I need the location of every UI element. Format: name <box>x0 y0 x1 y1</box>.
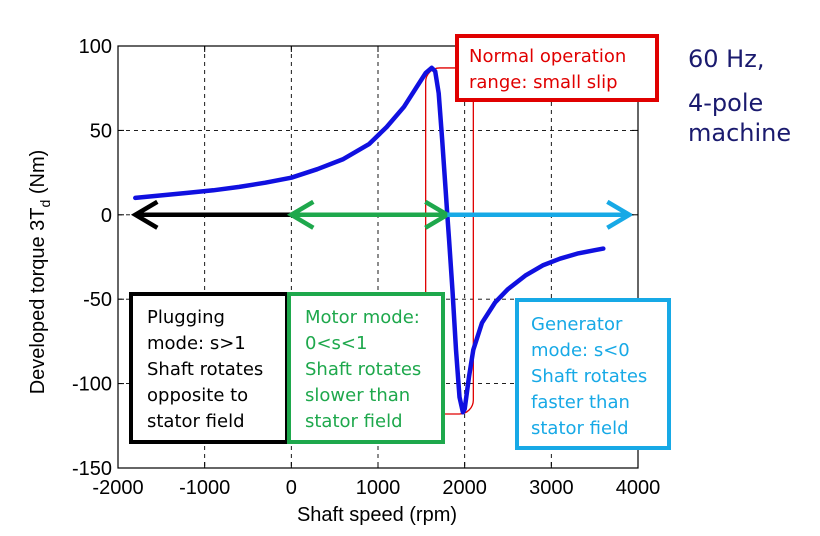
y-axis-title: Developed torque 3Td (Nm) <box>27 150 53 395</box>
motor-box-line-3: Shaft rotates <box>305 359 422 380</box>
x-tick-label: 3000 <box>529 477 574 499</box>
plugging-box-line-1: Plugging <box>147 307 225 328</box>
machine-note-2: 4-pole machine <box>688 88 791 148</box>
machine-note-line-3: machine <box>688 119 792 147</box>
plugging-box-line-3: Shaft rotates <box>147 359 264 380</box>
normal-box-line-1: Normal operation <box>469 46 627 67</box>
normal-range-rect <box>425 67 474 415</box>
y-tick-label: -50 <box>83 289 112 311</box>
generator-box-line-3: Shaft rotates <box>531 366 648 387</box>
x-axis-title: Shaft speed (rpm) <box>297 504 457 526</box>
motor-box-line-1: Motor mode: <box>305 307 420 328</box>
machine-note-line-1: 60 Hz, <box>688 45 765 73</box>
motor-box-line-2: 0<s<1 <box>305 333 368 354</box>
generator-arrow-head <box>606 199 634 230</box>
x-tick-label: 2000 <box>442 477 487 499</box>
plugging-box-line-4: opposite to <box>147 385 249 406</box>
x-tick-label: 1000 <box>356 477 401 499</box>
torque-curve <box>133 65 606 415</box>
plugging-box-line-2: mode: s>1 <box>147 333 246 354</box>
y-tick-label: 100 <box>79 36 112 58</box>
plugging-mode-box: Plugging mode: s>1 Shaft rotates opposit… <box>129 292 289 444</box>
motor-box-line-5: stator field <box>305 411 403 432</box>
machine-note: 60 Hz, <box>688 44 764 74</box>
axis-layer: -2000 -1000 0 1000 2000 3000 4000 -150 -100 -50 0 5… <box>72 36 660 499</box>
x-tick-label: -2000 <box>92 477 143 499</box>
generator-box-line-1: Generator <box>531 314 623 335</box>
motor-arrow-tail-head <box>286 199 315 230</box>
motor-mode-box: Motor mode: 0<s<1 Shaft rotates slower t… <box>287 292 445 444</box>
y-tick-label: 50 <box>90 120 112 142</box>
generator-box-line-5: stator field <box>531 418 629 439</box>
generator-box-line-4: faster than <box>531 392 630 413</box>
machine-note-line-2: 4-pole <box>688 89 764 117</box>
normal-box-line-2: range: small slip <box>469 72 618 93</box>
y-tick-label: 0 <box>101 205 112 227</box>
generator-mode-box: Generator mode: s<0 Shaft rotates faster… <box>515 298 671 450</box>
plugging-arrow-head <box>130 199 159 230</box>
series-layer <box>133 65 606 415</box>
y-tick-label: -150 <box>72 458 112 480</box>
generator-box-line-2: mode: s<0 <box>531 340 630 361</box>
normal-operation-box: Normal operation range: small slip <box>455 34 659 102</box>
normal-range-outline <box>425 67 474 415</box>
x-tick-label: 0 <box>286 477 297 499</box>
motor-box-line-4: slower than <box>305 385 411 406</box>
x-tick-label: 4000 <box>616 477 661 499</box>
x-tick-label: -1000 <box>179 477 230 499</box>
mode-arrows <box>130 199 634 230</box>
plugging-box-line-5: stator field <box>147 411 245 432</box>
y-tick-label: -100 <box>72 374 112 396</box>
